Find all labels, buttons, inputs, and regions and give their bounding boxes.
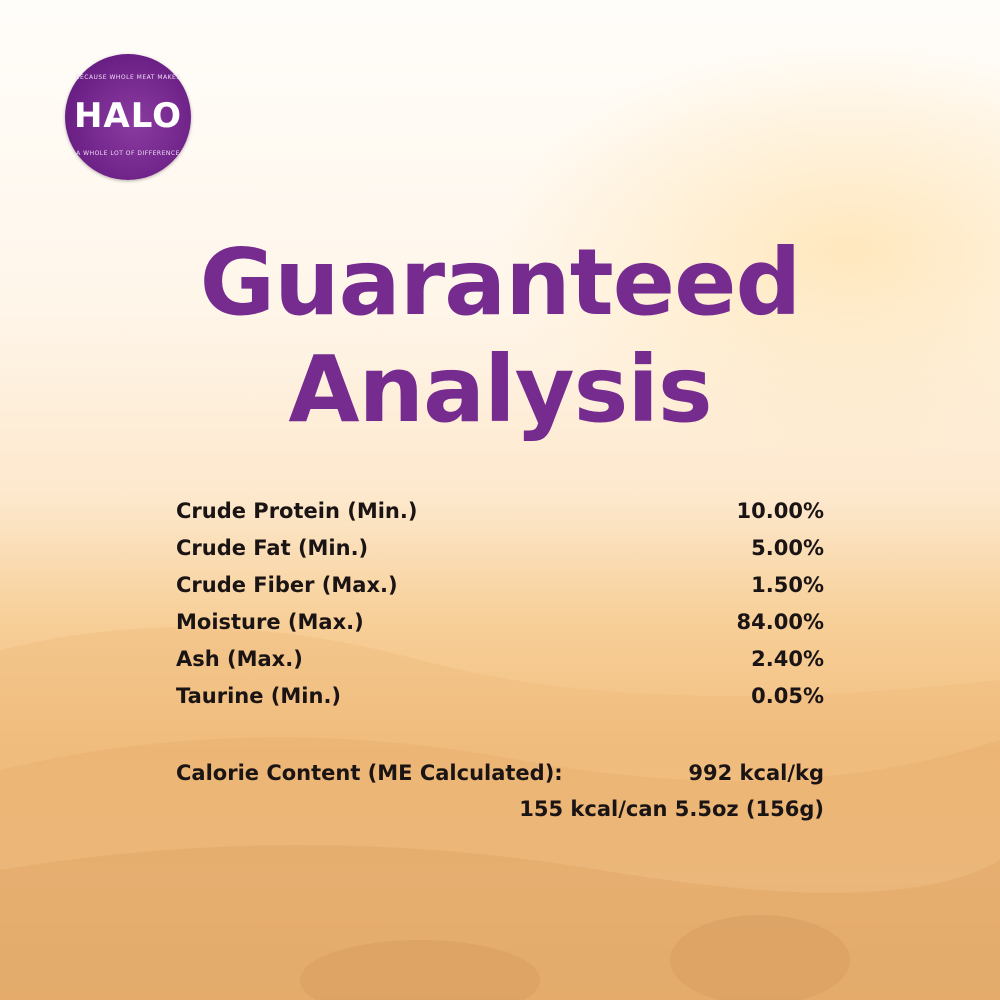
analysis-row: Ash (Max.) 2.40%: [176, 644, 824, 681]
analysis-table: Crude Protein (Min.) 10.00% Crude Fat (Mi…: [176, 496, 824, 718]
analysis-value: 0.05%: [751, 684, 824, 708]
analysis-value: 2.40%: [751, 647, 824, 671]
analysis-value: 5.00%: [751, 536, 824, 560]
logo-top-text: BECAUSE WHOLE MEAT MAKES: [75, 74, 181, 81]
calorie-per-kg: 992 kcal/kg: [688, 761, 824, 785]
logo-wordmark: HALO: [73, 96, 183, 136]
analysis-row: Crude Fiber (Max.) 1.50%: [176, 570, 824, 607]
analysis-value: 10.00%: [736, 499, 824, 523]
analysis-row: Crude Protein (Min.) 10.00%: [176, 496, 824, 533]
analysis-label: Ash (Max.): [176, 647, 303, 671]
analysis-value: 84.00%: [736, 610, 824, 634]
page-title-line1: Guaranteed: [199, 229, 802, 336]
logo-bottom-text: A WHOLE LOT OF DIFFERENCE: [76, 150, 180, 157]
analysis-row: Crude Fat (Min.) 5.00%: [176, 533, 824, 570]
analysis-value: 1.50%: [751, 573, 824, 597]
page-title-line2: Analysis: [288, 336, 712, 443]
analysis-label: Crude Fat (Min.): [176, 536, 369, 560]
calorie-label: Calorie Content (ME Calculated):: [176, 761, 563, 785]
analysis-label: Moisture (Max.): [176, 610, 364, 634]
analysis-row: Moisture (Max.) 84.00%: [176, 607, 824, 644]
analysis-label: Crude Fiber (Max.): [176, 573, 398, 597]
analysis-row: Taurine (Min.) 0.05%: [176, 681, 824, 718]
analysis-label: Taurine (Min.): [176, 684, 342, 708]
calorie-per-can: 155 kcal/can 5.5oz (156g): [519, 797, 824, 821]
calorie-content: Calorie Content (ME Calculated): 992 kcal…: [176, 758, 824, 830]
halo-logo: BECAUSE WHOLE MEAT MAKES HALO A WHOLE LO…: [65, 54, 191, 180]
analysis-label: Crude Protein (Min.): [176, 499, 418, 523]
